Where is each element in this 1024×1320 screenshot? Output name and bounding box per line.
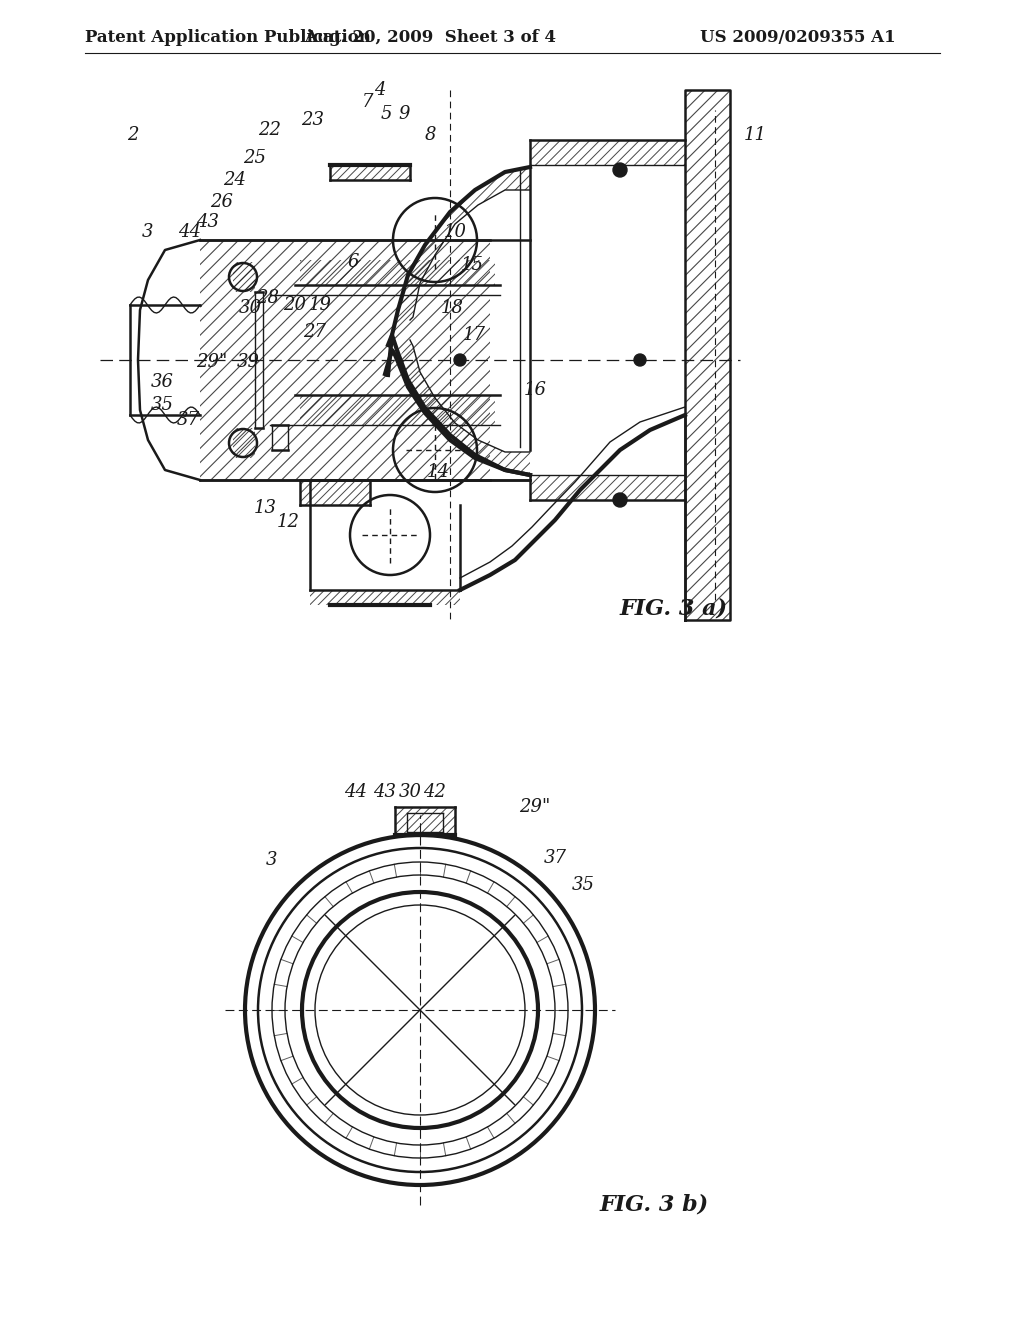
- Text: 43: 43: [197, 213, 219, 231]
- Text: 11: 11: [743, 125, 767, 144]
- Text: 2: 2: [127, 125, 138, 144]
- Text: 12: 12: [276, 513, 299, 531]
- Text: 30: 30: [239, 300, 261, 317]
- Circle shape: [454, 354, 466, 366]
- Text: 27: 27: [303, 323, 327, 341]
- Text: 22: 22: [258, 121, 282, 139]
- Text: 7: 7: [362, 92, 374, 111]
- Text: 15: 15: [461, 256, 483, 275]
- Text: 42: 42: [424, 783, 446, 801]
- Text: FIG. 3 a): FIG. 3 a): [620, 597, 728, 619]
- Text: 4: 4: [374, 81, 386, 99]
- Text: 16: 16: [523, 381, 547, 399]
- Text: 39: 39: [237, 352, 259, 371]
- Text: 20: 20: [284, 296, 306, 314]
- Text: 37: 37: [176, 411, 200, 429]
- Text: 26: 26: [211, 193, 233, 211]
- Text: US 2009/0209355 A1: US 2009/0209355 A1: [700, 29, 896, 46]
- Text: 35: 35: [571, 876, 595, 894]
- Text: 30: 30: [398, 783, 422, 801]
- Text: 29": 29": [519, 799, 551, 816]
- Circle shape: [634, 354, 646, 366]
- Text: 44: 44: [344, 783, 368, 801]
- Text: 28: 28: [256, 289, 280, 308]
- Text: Aug. 20, 2009  Sheet 3 of 4: Aug. 20, 2009 Sheet 3 of 4: [304, 29, 556, 46]
- Text: 36: 36: [151, 374, 173, 391]
- Text: Patent Application Publication: Patent Application Publication: [85, 29, 371, 46]
- Text: 37: 37: [544, 849, 566, 867]
- Text: 17: 17: [463, 326, 485, 345]
- Text: 3: 3: [142, 223, 154, 242]
- Text: 43: 43: [374, 783, 396, 801]
- Text: 44: 44: [178, 223, 202, 242]
- Text: 8: 8: [424, 125, 436, 144]
- Circle shape: [613, 162, 627, 177]
- Text: 3: 3: [266, 851, 278, 869]
- Text: 29": 29": [197, 352, 227, 371]
- Text: 35: 35: [151, 396, 173, 414]
- Text: 25: 25: [244, 149, 266, 168]
- Text: 14: 14: [427, 463, 450, 480]
- Text: 19: 19: [308, 296, 332, 314]
- Text: 13: 13: [254, 499, 276, 517]
- Text: 9: 9: [398, 106, 410, 123]
- Text: FIG. 3 b): FIG. 3 b): [600, 1195, 710, 1216]
- Text: 18: 18: [440, 300, 464, 317]
- Text: 10: 10: [443, 223, 467, 242]
- Text: 6: 6: [347, 253, 358, 271]
- Circle shape: [613, 492, 627, 507]
- Text: 23: 23: [301, 111, 325, 129]
- Text: 5: 5: [380, 106, 392, 123]
- Text: 24: 24: [223, 172, 247, 189]
